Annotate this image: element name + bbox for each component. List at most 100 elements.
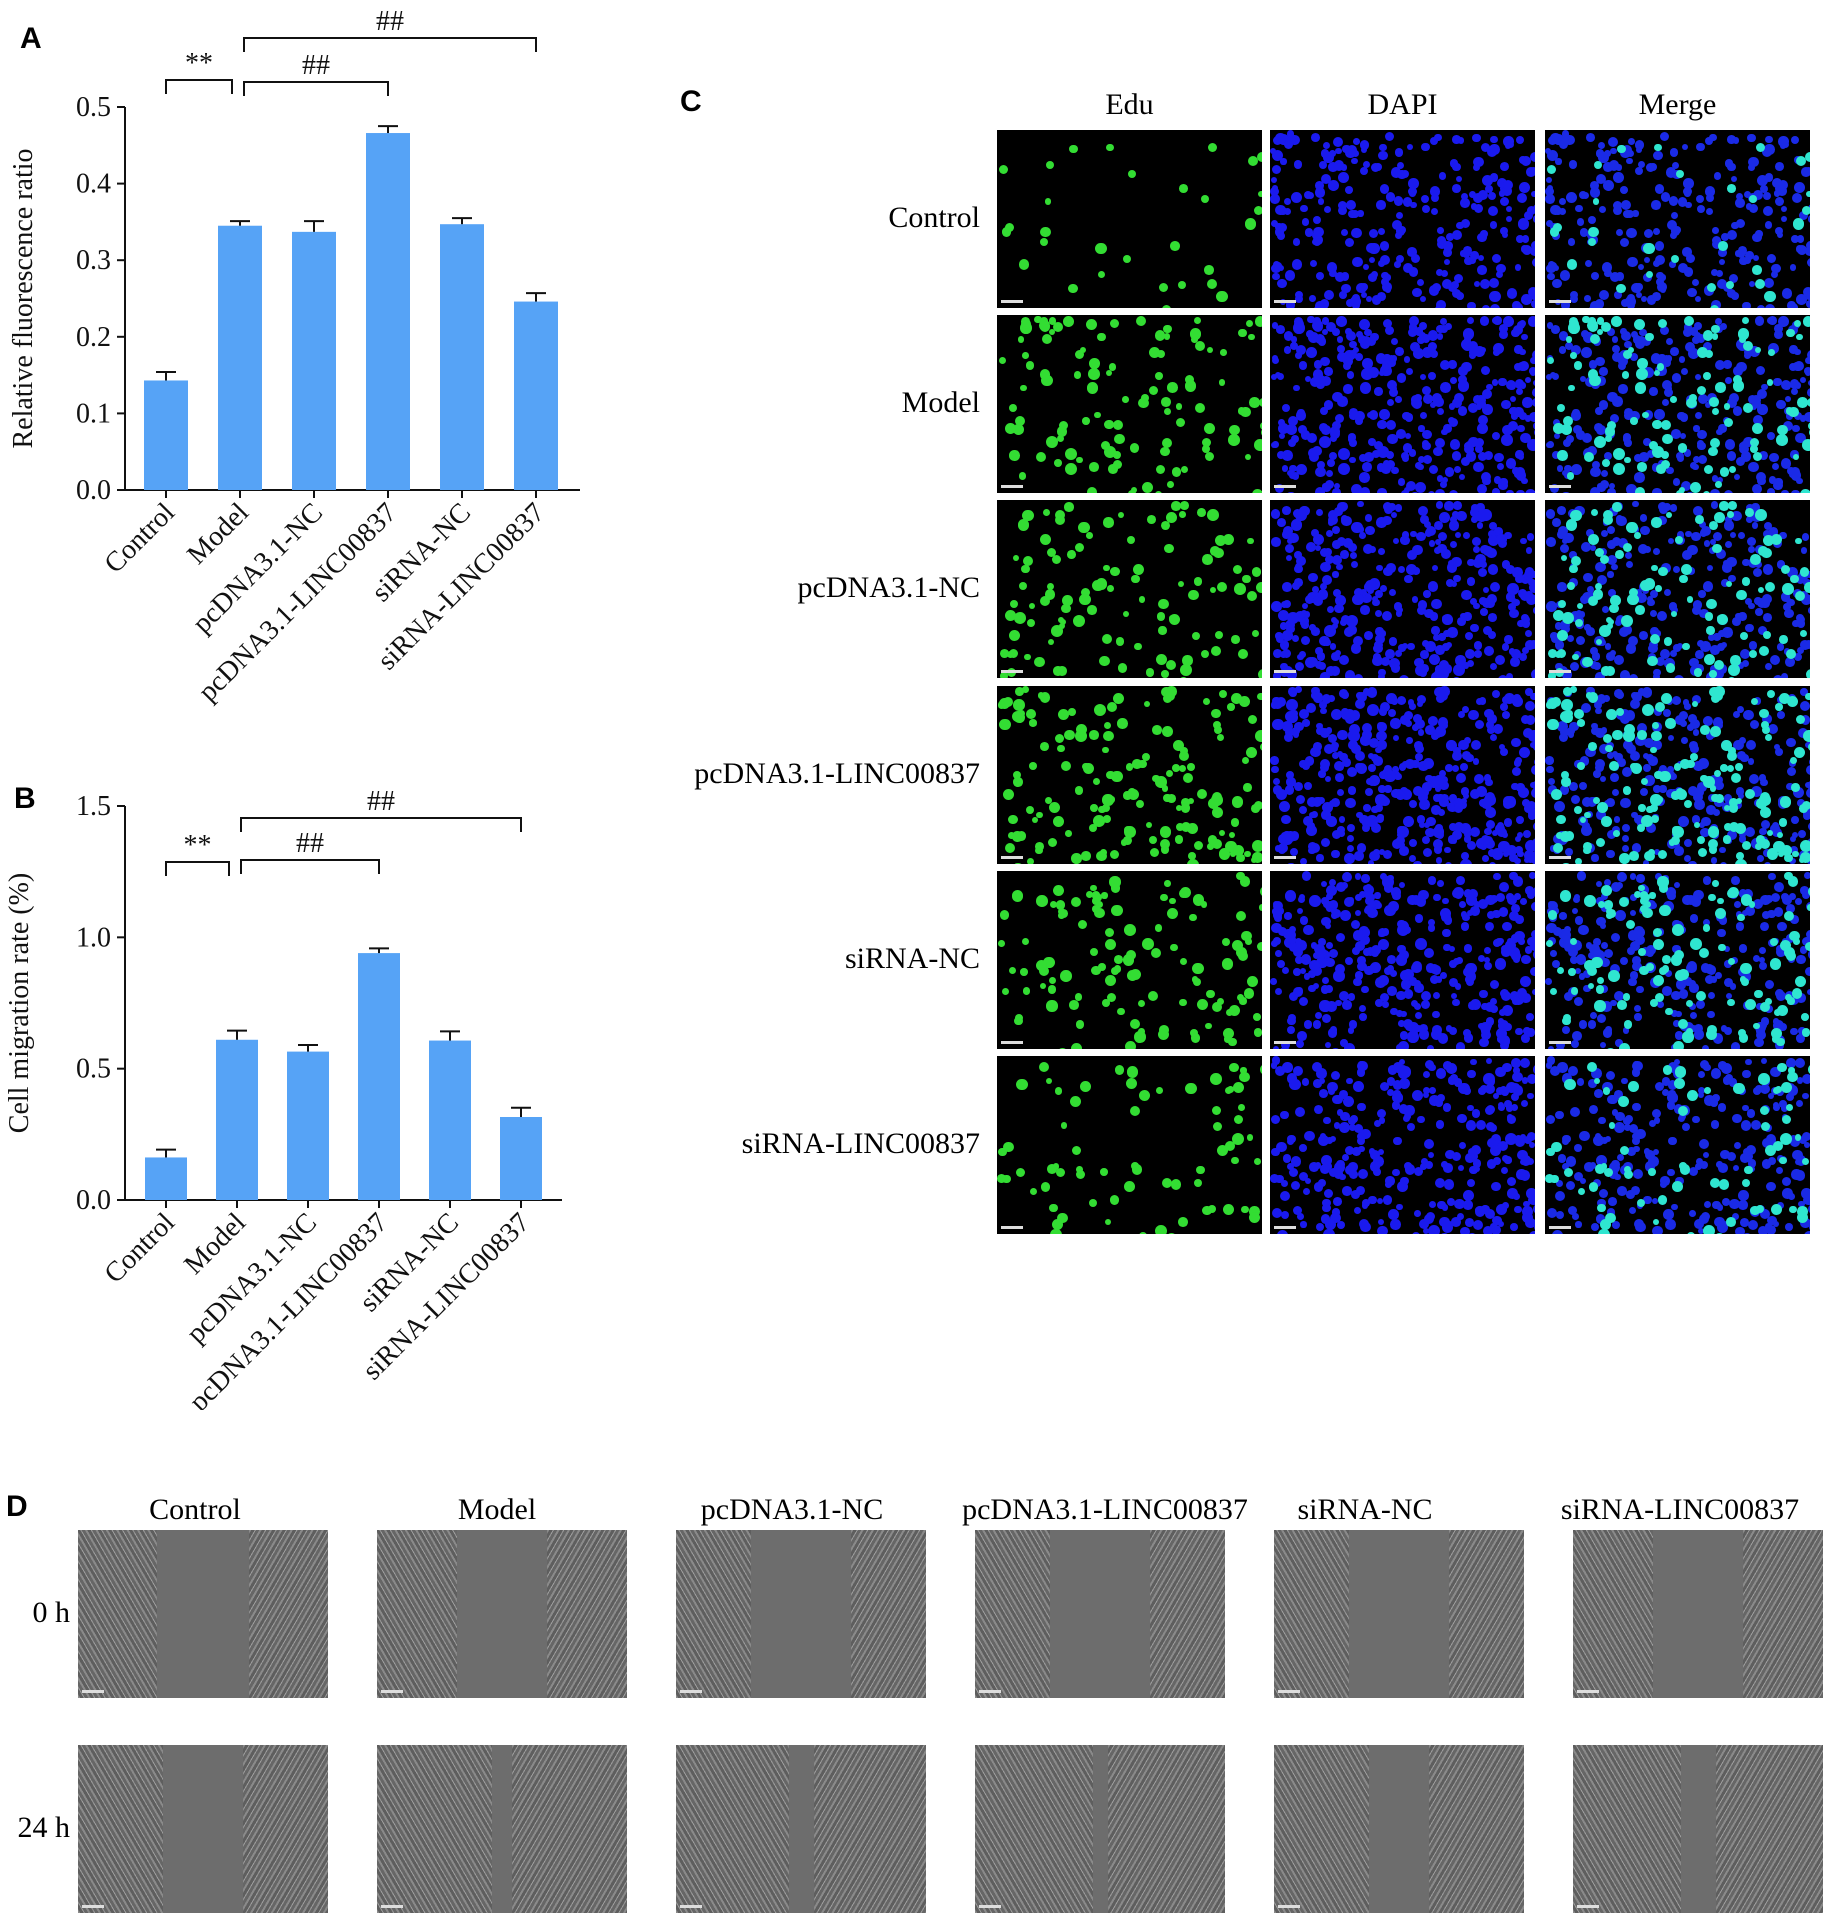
cell-nucleus <box>1485 921 1495 931</box>
cell-nucleus <box>1417 1115 1425 1123</box>
cell-nucleus <box>1637 688 1646 696</box>
cell-nucleus <box>1493 476 1502 485</box>
cell-nucleus <box>1524 415 1532 423</box>
cell-nucleus <box>1357 210 1364 217</box>
cell-nucleus <box>1206 843 1214 850</box>
cell-nucleus <box>1294 938 1302 946</box>
cell-nucleus <box>1526 1028 1535 1037</box>
cell-nucleus <box>1475 437 1485 447</box>
cell-nucleus <box>1316 271 1324 280</box>
cell-nucleus <box>1713 660 1724 671</box>
cell-nucleus <box>1329 269 1337 278</box>
cell-nucleus <box>1090 947 1098 956</box>
cell-nucleus <box>1512 467 1521 475</box>
cell-nucleus <box>1796 294 1808 306</box>
cell-nucleus <box>1681 737 1688 744</box>
cell-nucleus <box>1660 459 1671 470</box>
cell-nucleus <box>1433 826 1445 838</box>
cell-nucleus <box>1793 319 1801 327</box>
cell-nucleus <box>1362 358 1374 369</box>
cell-nucleus <box>1782 603 1791 612</box>
cell-nucleus <box>1526 594 1535 606</box>
cell-nucleus <box>1808 1203 1810 1214</box>
cell-nucleus <box>1356 811 1363 819</box>
cell-nucleus <box>1758 586 1765 594</box>
cell-nucleus <box>1748 758 1755 765</box>
cell-nucleus <box>1288 1167 1298 1177</box>
cell-nucleus <box>1642 411 1649 419</box>
cell-nucleus <box>1460 589 1472 601</box>
cell-nucleus <box>1407 328 1417 338</box>
cell-nucleus <box>1790 756 1798 764</box>
cell-nucleus <box>1521 993 1531 1003</box>
cell-nucleus <box>1291 472 1299 480</box>
cell-nucleus <box>1611 335 1619 343</box>
cell-nucleus <box>1178 1217 1189 1228</box>
cell-nucleus <box>1254 439 1262 452</box>
cell-nucleus <box>1436 501 1444 509</box>
cell-nucleus <box>1526 533 1535 541</box>
cell-nucleus <box>1390 338 1398 346</box>
cell-nucleus <box>1785 406 1794 415</box>
cell-nucleus <box>1504 693 1516 704</box>
cell-nucleus <box>1661 398 1670 407</box>
cell-nucleus <box>1557 721 1568 732</box>
cell-nucleus <box>1696 429 1707 440</box>
cell-nucleus <box>1346 1077 1353 1085</box>
cell-nucleus <box>1693 455 1701 463</box>
cell-nucleus <box>1467 1179 1476 1188</box>
cell-nucleus <box>1415 937 1428 950</box>
cell-nucleus <box>1410 202 1417 209</box>
cell-nucleus <box>1408 178 1419 190</box>
cell-nucleus <box>1551 518 1561 528</box>
cell-nucleus <box>1103 517 1114 528</box>
cell-nucleus <box>1566 192 1578 204</box>
cell-nucleus <box>1495 1203 1507 1216</box>
cell-nucleus <box>1380 278 1389 287</box>
cell-nucleus <box>1510 1103 1518 1111</box>
cell-nucleus <box>1407 642 1415 651</box>
cell-nucleus <box>1014 1013 1023 1022</box>
cell-nucleus <box>1594 1089 1603 1099</box>
cell-nucleus <box>1587 983 1594 990</box>
cell-nucleus <box>1612 171 1624 183</box>
cell-nucleus <box>1465 450 1477 462</box>
cell-nucleus <box>1669 649 1677 657</box>
significance-label: ## <box>296 828 324 859</box>
cell-nucleus <box>1482 175 1494 187</box>
cell-nucleus <box>1802 1092 1809 1100</box>
cell-nucleus <box>1726 450 1737 461</box>
cell-nucleus <box>1022 555 1033 566</box>
cell-nucleus <box>1378 707 1388 716</box>
cell-nucleus <box>1062 316 1074 327</box>
cell-nucleus <box>1531 398 1535 408</box>
cell-nucleus <box>1731 292 1739 300</box>
cell-nucleus <box>1287 532 1299 544</box>
cell-nucleus <box>1418 455 1426 463</box>
cell-nucleus <box>1402 262 1414 273</box>
cell-nucleus <box>1736 193 1744 200</box>
cell-nucleus <box>1545 977 1553 985</box>
cell-nucleus <box>1183 772 1194 783</box>
cell-nucleus <box>1060 970 1072 982</box>
y-tick-label: 1.0 <box>76 922 111 953</box>
cell-nucleus <box>1493 342 1505 354</box>
cell-nucleus <box>1485 1121 1495 1131</box>
cell-nucleus <box>1207 508 1219 521</box>
cell-nucleus <box>1675 535 1684 545</box>
cell-nucleus <box>1724 417 1734 427</box>
cell-nucleus <box>1607 487 1616 493</box>
cell-nucleus <box>1312 320 1323 331</box>
cell-nucleus <box>1613 206 1623 216</box>
cell-nucleus <box>1721 1198 1730 1207</box>
cell-nucleus <box>1644 850 1655 862</box>
cell-nucleus <box>1776 1005 1788 1016</box>
cell-nucleus <box>1724 439 1735 450</box>
cell-nucleus <box>1136 315 1147 327</box>
cell-nucleus <box>1448 794 1458 803</box>
cell-nucleus <box>1495 271 1503 279</box>
cell-nucleus <box>1485 894 1496 906</box>
cell-nucleus <box>1180 501 1189 511</box>
cell-nucleus <box>1310 746 1321 758</box>
